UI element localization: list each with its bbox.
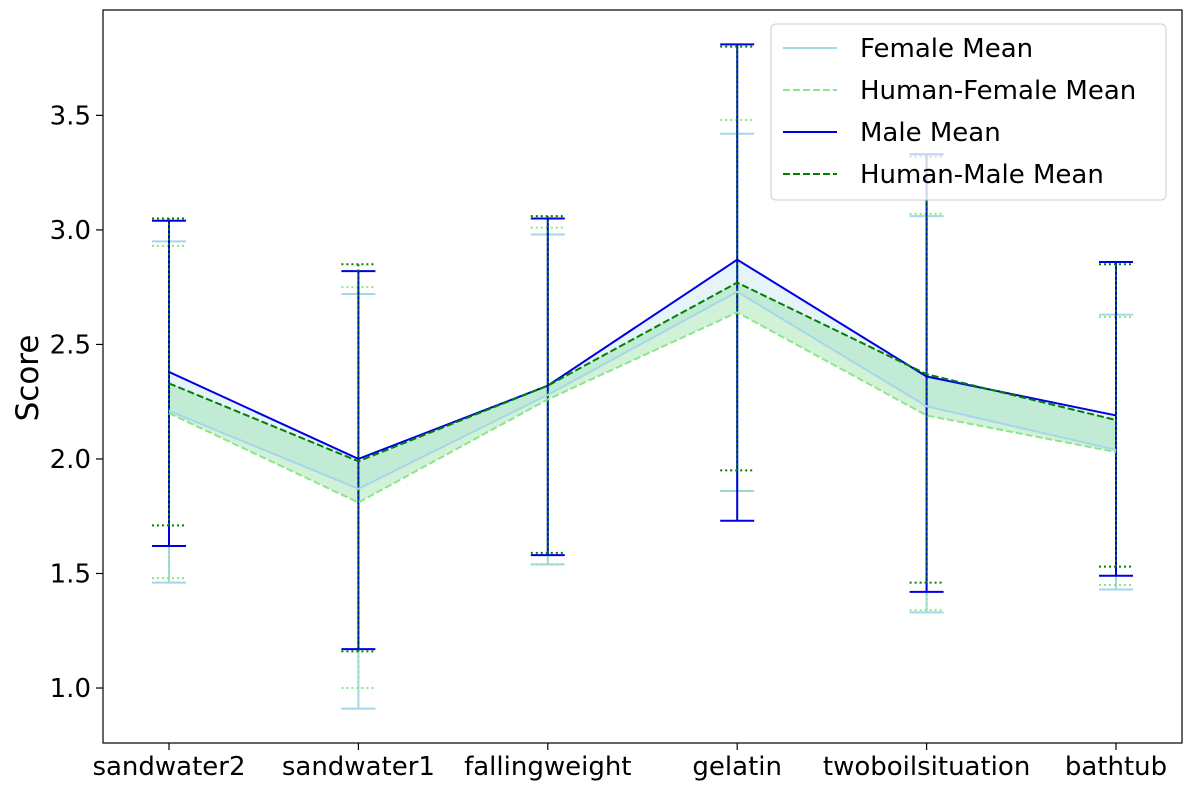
legend-label-1: Human-Female Mean: [860, 76, 1136, 106]
y-tick-label-5: 3.5: [50, 101, 91, 131]
y-tick-label-3: 2.5: [50, 330, 91, 360]
x-tick-label-5: bathtub: [1065, 752, 1167, 782]
series-line-1: [168, 311, 1117, 504]
legend: Female Mean Human-Female Mean Male Mean Hum…: [770, 23, 1167, 201]
shaded-regions: [169, 259, 1116, 503]
x-tick-label-0: sandwater2: [92, 752, 245, 782]
x-tick-label-1: sandwater1: [282, 752, 435, 782]
legend-label-2: Male Mean: [860, 118, 1001, 148]
series-line-3: [168, 281, 1117, 463]
band-human-male-female: [169, 282, 1116, 503]
y-tick-label-4: 3.0: [50, 216, 91, 246]
y-tick-label-0: 1.0: [50, 674, 91, 704]
error-bars: [152, 43, 1133, 710]
plot-frame: [102, 9, 1183, 744]
series-line-2: [168, 258, 1117, 461]
y-tick-label-2: 2.0: [50, 445, 91, 475]
y-axis-label: Score: [10, 335, 46, 422]
series-lines: [168, 258, 1117, 504]
x-tick-label-2: fallingweight: [464, 752, 631, 782]
legend-label-0: Female Mean: [860, 34, 1033, 64]
y-tick-label-1: 1.5: [50, 559, 91, 589]
x-axis: sandwater2 sandwater1 fallingweight gelatin…: [92, 743, 1167, 782]
y-axis: 1.0 1.5 2.0 2.5 3.0 3.5: [50, 101, 103, 704]
legend-label-3: Human-Male Mean: [860, 160, 1104, 190]
legend-box: [770, 23, 1167, 201]
x-tick-label-4: twoboilsituation: [823, 752, 1030, 782]
x-tick-label-3: gelatin: [692, 752, 782, 782]
series-line-0: [168, 290, 1117, 490]
